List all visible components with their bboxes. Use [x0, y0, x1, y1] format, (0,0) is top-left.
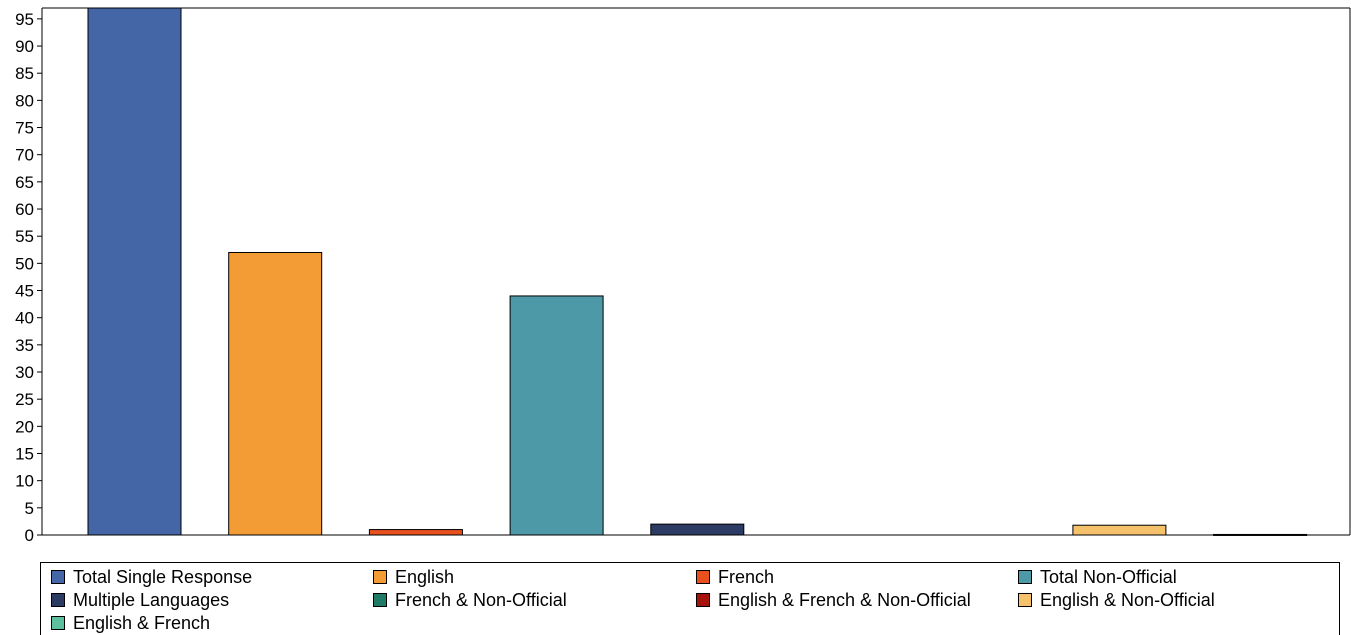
legend-swatch: [1018, 593, 1032, 607]
legend-label: English & Non-Official: [1040, 589, 1215, 610]
legend-label: French & Non-Official: [395, 589, 567, 610]
legend-label: French: [718, 566, 775, 587]
bar-multiple-languages: [650, 523, 745, 536]
y-tick-label: 70: [15, 146, 34, 165]
y-tick-label: 85: [15, 64, 34, 83]
legend-item: Multiple Languages: [51, 589, 229, 611]
legend-label: Multiple Languages: [73, 589, 230, 610]
y-tick-label: 40: [15, 309, 34, 328]
bar-total-single-response: [87, 7, 182, 536]
y-tick-label: 45: [15, 282, 34, 301]
y-tick-label: 95: [15, 10, 34, 29]
y-tick-label: 75: [15, 119, 34, 138]
y-tick-label: 50: [15, 254, 34, 273]
bar-chart: 0 5 10 15 20 25 30 35 40 45 50 55 60 65 70 75 80 85 90 95: [15, 7, 1351, 545]
legend-swatch: [696, 570, 710, 584]
legend-item: French & Non-Official: [373, 589, 567, 611]
legend-swatch: [373, 593, 387, 607]
bars: [87, 7, 1308, 536]
legend-label: Total Non-Official: [1040, 566, 1177, 587]
legend-label: English & French & Non-Official: [718, 589, 971, 610]
bar-english-french: [1213, 533, 1308, 536]
legend-item: French: [696, 566, 774, 588]
y-tick-label: 65: [15, 173, 34, 192]
legend-label: English & French: [73, 612, 211, 633]
legend-item: Total Non-Official: [1018, 566, 1177, 588]
legend-item: English & French & Non-Official: [696, 589, 971, 611]
y-tick-label: 60: [15, 200, 34, 219]
y-tick-label: 55: [15, 227, 34, 246]
y-tick-label: 20: [15, 417, 34, 436]
legend: Total Single Response English French Total …: [40, 562, 1340, 635]
bar-english-non-official: [1072, 524, 1167, 536]
bar-total-non-official: [509, 295, 604, 536]
legend-swatch: [51, 570, 65, 584]
y-axis: 0 5 10 15 20 25 30 35 40 45 50 55 60 65 70 75 80 85 90 95: [15, 10, 42, 545]
y-tick-label: 0: [25, 526, 34, 545]
legend-label: Total Single Response: [73, 566, 253, 587]
legend-swatch: [696, 593, 710, 607]
legend-label: English: [395, 566, 455, 587]
bar-english: [228, 251, 323, 536]
legend-item: Total Single Response: [51, 566, 252, 588]
y-tick-label: 80: [15, 91, 34, 110]
legend-item: English: [373, 566, 454, 588]
bar-french: [368, 529, 463, 536]
legend-swatch: [51, 593, 65, 607]
legend-item: English & French: [51, 612, 210, 634]
legend-swatch: [1018, 570, 1032, 584]
y-tick-label: 25: [15, 390, 34, 409]
legend-swatch: [373, 570, 387, 584]
legend-item: English & Non-Official: [1018, 589, 1215, 611]
legend-swatch: [51, 616, 65, 630]
y-tick-label: 30: [15, 363, 34, 382]
y-tick-label: 15: [15, 445, 34, 464]
y-tick-label: 35: [15, 336, 34, 355]
y-tick-label: 90: [15, 37, 34, 56]
y-tick-label: 10: [15, 472, 34, 491]
y-tick-label: 5: [25, 499, 34, 518]
